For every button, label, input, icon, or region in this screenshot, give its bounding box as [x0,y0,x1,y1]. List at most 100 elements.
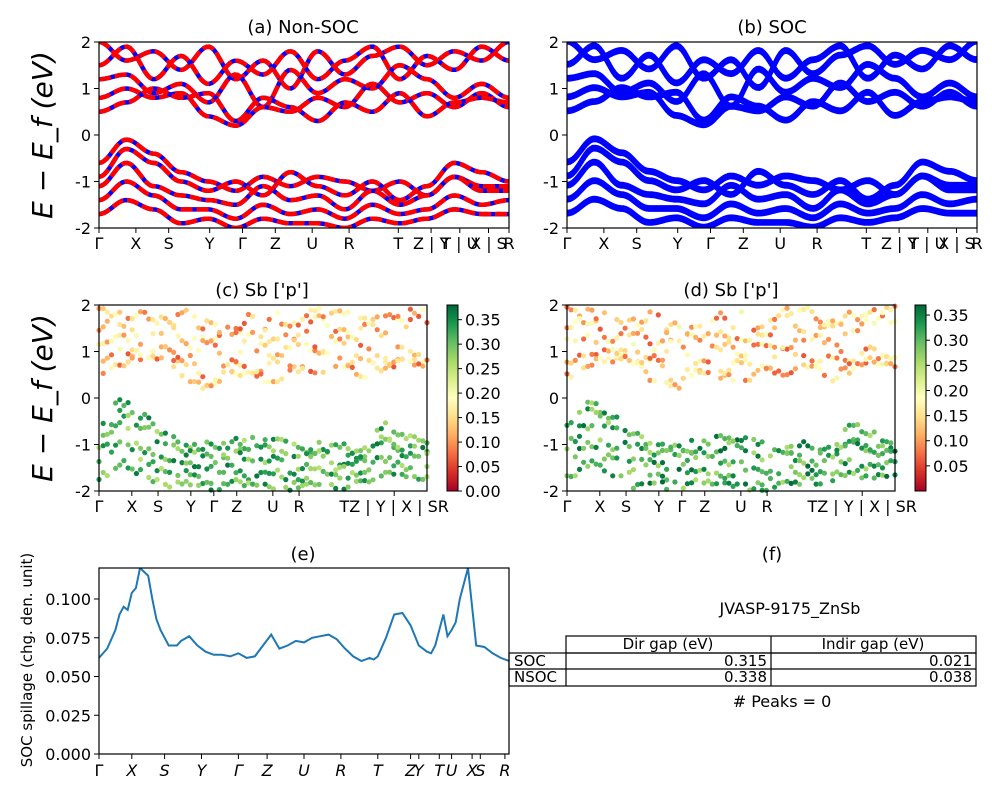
panel-d-point [871,463,877,469]
panel-c-point [258,341,264,347]
panel-c-xtick-label: R [294,497,305,516]
panel-d-point [676,452,682,459]
panel-c-point [258,334,264,340]
panel-c-point [233,448,239,454]
panel-c-point [387,361,393,368]
panel-d-point [589,406,595,412]
panel-c-point [324,350,330,356]
panel-c-point [279,352,285,359]
panel-d-point [850,358,857,364]
panel-a-xtick-label: Y [204,234,215,253]
panel-c-colorbar-label: 0.10 [465,433,501,452]
panel-c-point [167,469,173,475]
panel-c-point [125,359,131,365]
panel-a-xtick-label: Γ [95,234,104,253]
panel-d-point [718,347,724,353]
panel-c-point [133,312,139,318]
panel-d-colorbar-label: 0.20 [933,381,969,400]
panel-d-point [643,462,649,468]
panel-c-point [117,420,123,426]
panel-d-point [689,324,695,330]
panel-c-point [411,434,418,440]
panel-d-point [576,433,583,439]
panel-d-point [597,356,603,362]
panel-c-point [362,445,368,451]
panel-a-band-down [99,44,509,87]
panel-c-point [179,358,185,364]
panel-c-point [391,429,397,435]
panel-c-point [395,344,401,350]
panel-c-point [328,471,335,477]
panel-c-point [337,355,343,361]
panel-c-colorbar-label: 0.35 [465,311,501,330]
panel-d-point [842,365,848,371]
panel-d-point [610,455,616,461]
panel-c-point [395,432,401,438]
panel-c-xtick-label: Z [231,497,242,516]
panel-c-point [320,446,326,453]
panel-d-point [855,328,861,334]
panel-c-point [113,334,119,340]
panel-c-point [241,473,247,479]
panel-c-point [291,337,297,343]
panel-d-point [722,341,728,347]
panel-d-colorbar-label: 0.05 [933,457,969,476]
panel-d-point [826,353,832,359]
panel-c-point [183,478,189,484]
panel-c-point [304,481,310,487]
panel-c-point [100,432,106,438]
panel-d-point [817,332,823,338]
panel-c-point [250,458,256,464]
panel-d-point [705,453,711,459]
panel-c-point [146,316,152,322]
panel-d-point [639,319,645,325]
panel-d-point [722,333,728,339]
panel-c-point [382,359,389,365]
panel-d-point [568,324,574,330]
panel-c-point [274,467,281,473]
panel-c-point [270,471,276,477]
panel-c-point [245,369,252,375]
panel-c-point [212,336,218,342]
panel-d-point [693,323,699,330]
panel-d-point [693,367,699,373]
panel-d-point [718,368,724,374]
panel-b-xtick-label: X [598,234,609,253]
panel-d-point [821,322,828,328]
panel-d-point [838,321,844,327]
panel-d-point [784,346,790,352]
panel-d-point [647,341,653,347]
panel-c-point [337,444,343,450]
panel-d-point [846,469,852,475]
panel-d-point [664,447,670,454]
panel-c-point [175,358,181,364]
panel-c-point [274,359,281,365]
panel-c-point [125,465,131,471]
panel-c-point [121,413,127,419]
panel-d-point [626,332,632,338]
panel-d-point [601,359,608,365]
panel-d-point [871,429,877,435]
panel-c-point [374,327,380,333]
panel-d-point [742,338,749,344]
panel-c-point [154,356,160,362]
panel-c-point [328,442,335,448]
panel-c-point [274,455,281,461]
panel-d-point [635,441,641,447]
panel-b-xtick-label: Y [672,234,683,253]
panel-c-point [237,372,243,379]
panel-c-point [196,482,202,488]
panel-b-title: (b) SOC [737,17,806,38]
panel-c-point [150,331,156,337]
panel-d-point [875,472,882,478]
panel-c-point [337,475,343,481]
panel-d-point [655,357,661,363]
panel-c-point [125,412,131,419]
panel-d-point [618,347,624,353]
panel-d-point [572,307,578,313]
panel-d-point [726,372,732,378]
panel-d-point [763,365,769,371]
panel-d-colorbar [914,304,927,492]
panel-d-point [684,457,691,463]
panel-d-point [597,326,603,332]
